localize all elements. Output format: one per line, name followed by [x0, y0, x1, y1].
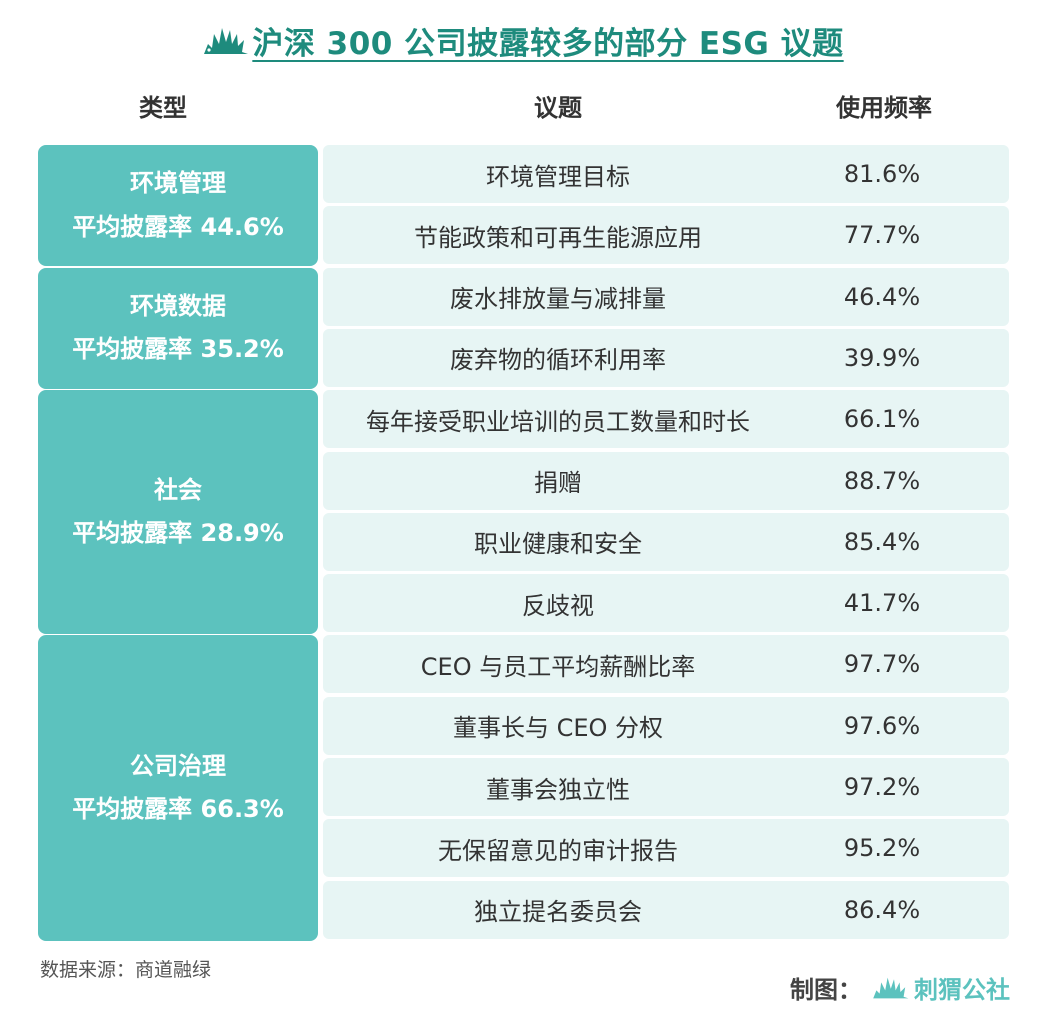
frequency-cell: 88.7%: [843, 466, 921, 495]
table-row: 独立提名委员会 86.4%: [323, 880, 1009, 939]
topic-cell: 无保留意见的审计报告: [438, 836, 678, 865]
frequency-cell: 81.6%: [843, 160, 921, 188]
table-row: 废弃物的循环利用率 39.9%: [323, 328, 1009, 387]
credit-label: 制图：: [790, 976, 862, 1004]
topic-cell: 每年接受职业培训的员工数量和时长: [366, 407, 750, 436]
topic-cell: 节能政策和可再生能源应用: [414, 223, 702, 252]
hedgehog-icon: [873, 977, 909, 998]
table-row: 无保留意见的审计报告 95.2%: [323, 819, 1009, 878]
topic-cell: 废弃物的循环利用率: [450, 346, 666, 375]
category-average-rate: 平均披露率 44.6%: [72, 212, 284, 241]
topic-cell: 环境管理目标: [486, 162, 630, 191]
category-block: 环境数据平均披露率 35.2%: [38, 267, 318, 389]
frequency-cell: 95.2%: [843, 834, 921, 863]
category-average-rate: 平均披露率 28.9%: [72, 519, 284, 548]
table-row: 环境管理目标 81.6%: [323, 145, 1009, 203]
category-name: 环境数据: [130, 292, 226, 321]
frequency-cell: 86.4%: [843, 895, 921, 924]
frequency-cell: 66.1%: [843, 405, 921, 434]
topic-cell: 职业健康和安全: [474, 530, 642, 559]
category-average-rate: 平均披露率 35.2%: [72, 335, 284, 364]
frequency-cell: 46.4%: [843, 282, 921, 311]
credit-brand: 刺猬公社: [914, 976, 1010, 1004]
frequency-cell: 77.7%: [843, 221, 921, 250]
category-block: 公司治理平均披露率 66.3%: [38, 635, 318, 941]
topic-cell: 独立提名委员会: [474, 898, 642, 927]
table-row: CEO 与员工平均薪酬比率 97.7%: [323, 635, 1009, 694]
category-block: 环境管理平均披露率 44.6%: [38, 145, 318, 267]
chart-title-bar: 沪深 300 公司披露较多的部分 ESG 议题: [0, 18, 1044, 63]
category-block: 社会平均披露率 28.9%: [38, 390, 318, 635]
topic-cell: CEO 与员工平均薪酬比率: [420, 652, 696, 681]
category-name: 社会: [154, 475, 202, 504]
topic-cell: 反歧视: [522, 591, 594, 620]
frequency-cell: 97.2%: [843, 773, 921, 801]
table-row: 捐赠 88.7%: [323, 451, 1009, 510]
table-row: 反歧视 41.7%: [323, 574, 1009, 633]
table-row: 董事会独立性 97.2%: [323, 758, 1009, 816]
table-row: 节能政策和可再生能源应用 77.7%: [323, 206, 1009, 265]
data-source: 数据来源：商道融绿: [40, 959, 212, 981]
chart-title: 沪深 300 公司披露较多的部分 ESG 议题: [252, 26, 844, 62]
topic-cell: 董事会独立性: [486, 775, 630, 804]
table-row: 董事长与 CEO 分权 97.6%: [323, 696, 1009, 755]
column-header-topic: 议题: [534, 94, 582, 122]
frequency-cell: 41.7%: [843, 589, 921, 618]
table-row: 职业健康和安全 85.4%: [323, 512, 1009, 571]
category-name: 公司治理: [130, 751, 226, 780]
table-row: 废水排放量与减排量 46.4%: [323, 267, 1009, 326]
frequency-cell: 97.7%: [843, 650, 921, 679]
hedgehog-icon: [204, 27, 249, 54]
frequency-cell: 97.6%: [843, 711, 921, 740]
table-row: 每年接受职业培训的员工数量和时长 66.1%: [323, 390, 1009, 449]
frequency-cell: 85.4%: [843, 527, 921, 556]
category-average-rate: 平均披露率 66.3%: [72, 794, 284, 823]
category-name: 环境管理: [130, 169, 226, 198]
topic-cell: 捐赠: [534, 469, 582, 497]
column-header-frequency: 使用频率: [836, 94, 932, 122]
column-header-type: 类型: [139, 94, 187, 122]
frequency-cell: 39.9%: [843, 343, 921, 372]
chart-credit: 制图： 刺猬公社: [790, 970, 1010, 1005]
topic-cell: 废水排放量与减排量: [450, 285, 666, 314]
topic-cell: 董事长与 CEO 分权: [452, 714, 664, 743]
